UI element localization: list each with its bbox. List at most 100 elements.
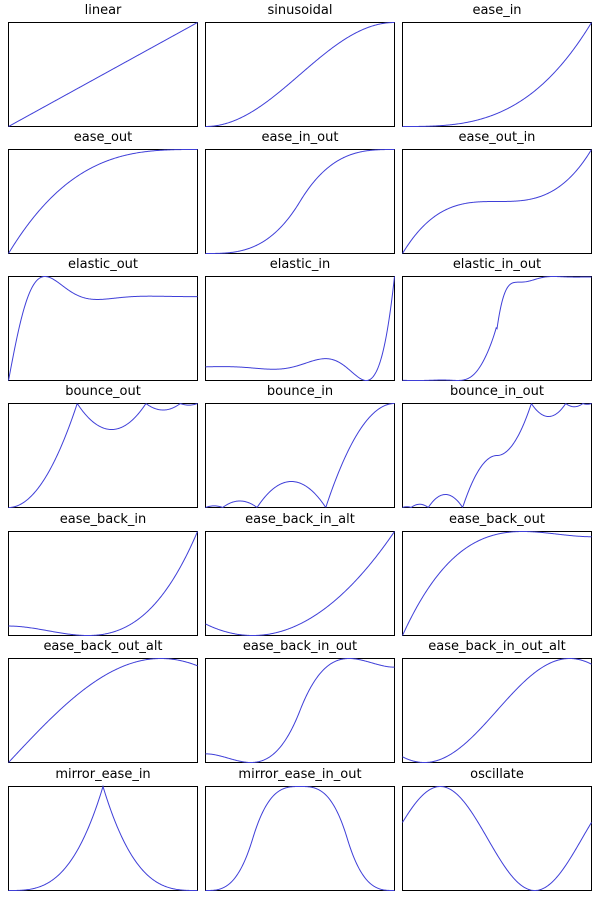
series-line-elastic-in-out <box>402 276 592 381</box>
series-line-ease-out <box>8 149 198 254</box>
chart-title: ease_back_out_alt <box>43 639 163 654</box>
chart-title: ease_back_in_out <box>242 639 358 654</box>
plot-frame <box>402 149 592 254</box>
chart-panel-sinusoidal: sinusoidal <box>205 4 395 127</box>
series-line-ease-back-out-alt <box>8 658 198 763</box>
series-line-ease-back-in-alt <box>205 531 395 636</box>
chart-panel-elastic-out: elastic_out <box>8 258 198 381</box>
chart-panel-ease-in-out: ease_in_out <box>205 131 395 254</box>
chart-title: ease_out_in <box>458 130 536 145</box>
plot-frame <box>8 658 198 763</box>
plot-area <box>205 658 395 763</box>
series-line-elastic-in <box>205 276 395 382</box>
plot-area <box>402 149 592 254</box>
plot-frame <box>402 276 592 381</box>
series-line-oscillate <box>402 785 592 892</box>
series-line-ease-back-in <box>8 531 198 636</box>
plot-area <box>205 403 395 508</box>
chart-panel-elastic-in-out: elastic_in_out <box>402 258 592 381</box>
series-line-sinusoidal <box>205 22 395 127</box>
chart-title: ease_back_in_alt <box>245 512 355 527</box>
plot-area <box>8 275 198 381</box>
plot-area <box>205 786 395 891</box>
chart-panel-ease-out: ease_out <box>8 131 198 254</box>
chart-panel-ease-back-in-out-alt: ease_back_in_out_alt <box>402 640 592 763</box>
chart-title: oscillate <box>470 767 524 782</box>
chart-title: bounce_in_out <box>450 384 544 399</box>
chart-title: ease_back_in <box>59 512 147 527</box>
series-line-bounce-out <box>8 403 198 508</box>
series-line-mirror-ease-in <box>8 784 198 891</box>
series-line-linear <box>8 22 198 127</box>
plot-frame <box>205 531 395 636</box>
plot-area <box>402 658 592 763</box>
plot-frame <box>205 22 395 127</box>
chart-title: linear <box>84 3 122 18</box>
chart-panel-elastic-in: elastic_in <box>205 258 395 382</box>
chart-title: ease_in_out <box>261 130 339 145</box>
plot-area <box>205 276 395 382</box>
plot-area <box>402 785 592 892</box>
chart-title: elastic_out <box>68 257 138 272</box>
plot-frame <box>8 22 198 127</box>
chart-title: ease_in <box>472 3 522 18</box>
chart-title: mirror_ease_in_out <box>238 767 362 782</box>
plot-area <box>205 531 395 636</box>
series-line-ease-out-in <box>402 149 592 254</box>
series-line-ease-back-out <box>402 531 592 636</box>
chart-panel-mirror-ease-in-out: mirror_ease_in_out <box>205 768 395 891</box>
series-line-mirror-ease-in-out <box>205 786 395 891</box>
plot-frame <box>402 658 592 763</box>
plot-area <box>8 403 198 508</box>
plot-frame <box>8 149 198 254</box>
plot-area <box>402 276 592 381</box>
plot-area <box>205 149 395 254</box>
plot-area <box>8 658 198 763</box>
chart-title: ease_out <box>73 130 133 145</box>
plot-frame <box>205 786 395 891</box>
plot-frame <box>205 149 395 254</box>
chart-panel-bounce-in-out: bounce_in_out <box>402 385 592 508</box>
chart-title: bounce_in <box>266 384 334 399</box>
plot-frame <box>402 531 592 636</box>
chart-title: ease_back_in_out_alt <box>428 639 566 654</box>
plot-area <box>205 22 395 127</box>
chart-panel-ease-back-in: ease_back_in <box>8 513 198 636</box>
chart-panel-ease-back-out: ease_back_out <box>402 513 592 636</box>
plot-area <box>8 22 198 127</box>
series-line-ease-back-in-out-alt <box>402 658 592 763</box>
chart-title: mirror_ease_in <box>55 767 151 782</box>
plot-area <box>402 22 592 127</box>
plot-area <box>8 531 198 636</box>
chart-title: elastic_in_out <box>452 257 542 272</box>
series-line-ease-in <box>402 22 592 127</box>
chart-title: bounce_out <box>65 384 141 399</box>
plot-area <box>8 784 198 891</box>
chart-panel-bounce-in: bounce_in <box>205 385 395 508</box>
chart-panel-ease-back-in-out: ease_back_in_out <box>205 640 395 763</box>
chart-panel-oscillate: oscillate <box>402 767 592 892</box>
plot-area <box>402 403 592 508</box>
plot-frame <box>8 276 198 381</box>
plot-frame <box>402 22 592 127</box>
series-line-bounce-in-out <box>402 403 592 508</box>
chart-panel-linear: linear <box>8 4 198 127</box>
series-line-elastic-out <box>8 275 198 381</box>
plot-frame <box>8 531 198 636</box>
series-line-bounce-in <box>205 403 395 508</box>
chart-panel-bounce-out: bounce_out <box>8 385 198 508</box>
plot-frame <box>402 403 592 508</box>
plot-frame <box>205 403 395 508</box>
chart-panel-ease-back-out-alt: ease_back_out_alt <box>8 640 198 763</box>
series-line-ease-in-out <box>205 149 395 254</box>
chart-title: ease_back_out <box>449 512 545 527</box>
plot-frame <box>8 403 198 508</box>
plot-frame <box>8 786 198 891</box>
chart-panel-ease-back-in-alt: ease_back_in_alt <box>205 513 395 636</box>
chart-panel-mirror-ease-in: mirror_ease_in <box>8 768 198 891</box>
plot-area <box>8 149 198 254</box>
chart-title: sinusoidal <box>267 3 333 18</box>
series-line-ease-back-in-out <box>205 658 395 763</box>
plot-frame <box>205 658 395 763</box>
